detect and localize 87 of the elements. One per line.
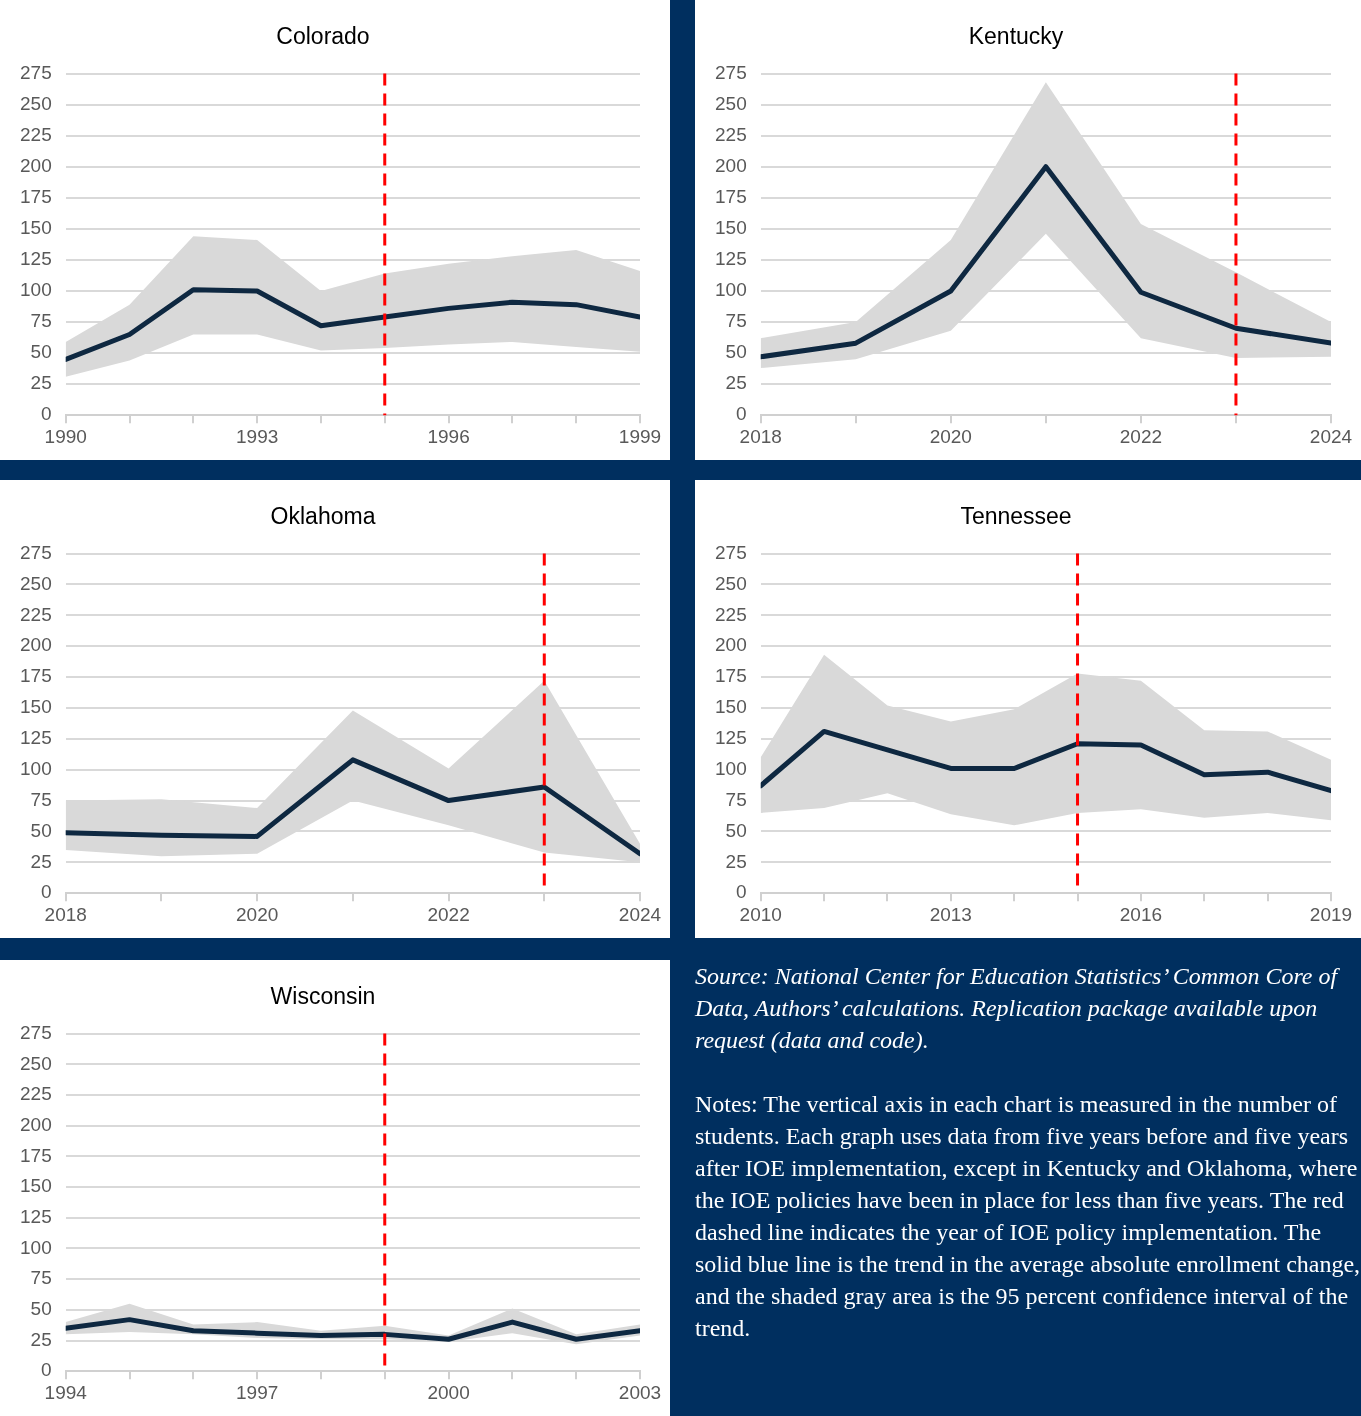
y-tick-label: 125 — [715, 727, 747, 749]
x-tick-label: 2024 — [618, 903, 662, 925]
y-tick-label: 100 — [20, 279, 52, 301]
x-tick-label: 1997 — [235, 1381, 279, 1403]
y-tick-label: 250 — [715, 572, 747, 594]
y-tick-label: 225 — [20, 603, 52, 625]
y-tick-label: 225 — [20, 1083, 52, 1105]
chart-title: Colorado — [276, 23, 370, 50]
x-tick-label: 2013 — [929, 903, 972, 925]
y-tick-label: 125 — [20, 1205, 52, 1227]
y-tick-label: 275 — [715, 541, 747, 563]
y-tick-label: 25 — [30, 1328, 52, 1350]
y-tick-label: 50 — [30, 819, 52, 841]
y-tick-label: 275 — [20, 61, 52, 83]
y-tick-label: 100 — [715, 279, 747, 301]
y-tick-label: 75 — [30, 310, 52, 332]
y-tick-label: 250 — [20, 572, 52, 594]
y-tick-label: 75 — [725, 310, 747, 332]
text: Notes: The vertical axis in each chart is measured in the number of students. Each graph uses data from five years before and five years after IOE implementation, except in Kentucky and Oklahoma, where the IOE policies have been in place for less than five years. The red dashed line indicates the year of IOE policy implementation. The solid blue line is the trend in the average absolute enrollment change, and the shaded gray area is the 95 percent confidence interval of the trend. — [695, 1090, 1361, 1343]
source-note: Source: National Center for Education Statistics’ Common Core of Data, Authors’ calculations. Replication package available upon request (data and code). — [695, 962, 1341, 1055]
chart-title: Wisconsin — [270, 983, 376, 1010]
y-tick-label: 150 — [20, 217, 52, 239]
y-tick-label: 0 — [41, 1359, 52, 1381]
x-tick-label: 2003 — [618, 1381, 662, 1403]
y-tick-label: 200 — [715, 634, 747, 656]
y-tick-label: 125 — [715, 248, 747, 270]
y-tick-label: 225 — [715, 603, 747, 625]
y-tick-label: 250 — [715, 92, 747, 114]
y-tick-label: 100 — [715, 757, 747, 779]
y-tick-label: 225 — [20, 123, 52, 145]
y-tick-label: 200 — [20, 155, 52, 176]
x-tick-label: 1990 — [44, 425, 87, 447]
x-tick-label: 2019 — [1309, 903, 1353, 925]
y-tick-label: 275 — [20, 1021, 52, 1043]
y-tick-label: 25 — [725, 850, 747, 872]
y-tick-label: 25 — [725, 372, 747, 394]
x-tick-label: 2024 — [1309, 425, 1353, 447]
y-tick-label: 0 — [41, 881, 52, 903]
y-tick-label: 75 — [30, 788, 52, 810]
y-tick-label: 0 — [736, 403, 747, 425]
y-tick-label: 100 — [20, 1236, 52, 1258]
y-tick-label: 150 — [20, 1175, 52, 1197]
x-tick-label: 2018 — [44, 903, 87, 925]
x-tick-label: 1994 — [44, 1381, 88, 1403]
x-tick-label: 1996 — [427, 425, 470, 447]
x-tick-label: 2000 — [427, 1381, 470, 1403]
y-tick-label: 175 — [715, 665, 747, 687]
y-tick-label: 175 — [20, 665, 52, 687]
y-tick-label: 175 — [20, 1144, 52, 1166]
chart-title: Oklahoma — [270, 503, 376, 530]
y-tick-label: 125 — [20, 727, 52, 749]
y-tick-label: 200 — [715, 155, 747, 176]
y-tick-label: 275 — [715, 61, 747, 83]
chart-title: Kentucky — [968, 23, 1064, 50]
y-tick-label: 125 — [20, 248, 52, 270]
y-tick-label: 0 — [736, 881, 747, 903]
x-tick-label: 2022 — [1119, 425, 1163, 447]
y-tick-label: 75 — [725, 788, 747, 810]
x-tick-label: 1993 — [235, 425, 279, 447]
x-tick-label: 2020 — [235, 903, 279, 925]
chart-title: Tennessee — [960, 503, 1072, 530]
y-tick-label: 50 — [30, 1298, 52, 1320]
x-tick-label: 1999 — [618, 425, 662, 447]
x-tick-label: 2020 — [929, 425, 972, 447]
y-tick-label: 275 — [20, 541, 52, 563]
y-tick-label: 25 — [30, 850, 52, 872]
y-tick-label: 250 — [20, 1052, 52, 1074]
x-tick-label: 2010 — [739, 903, 782, 925]
y-tick-label: 200 — [20, 634, 52, 656]
y-tick-label: 0 — [41, 403, 52, 425]
y-tick-label: 75 — [30, 1267, 52, 1289]
y-tick-label: 100 — [20, 757, 52, 779]
y-tick-label: 175 — [715, 186, 747, 208]
y-tick-label: 50 — [725, 341, 747, 363]
y-tick-label: 200 — [20, 1113, 52, 1135]
y-tick-label: 50 — [725, 819, 747, 841]
x-tick-label: 2016 — [1119, 903, 1163, 925]
y-tick-label: 175 — [20, 186, 52, 208]
y-tick-label: 225 — [715, 123, 747, 145]
y-tick-label: 150 — [715, 696, 747, 718]
y-tick-label: 250 — [20, 92, 52, 114]
y-tick-label: 150 — [20, 696, 52, 718]
y-tick-label: 50 — [30, 341, 52, 363]
x-tick-label: 2018 — [739, 425, 782, 447]
x-tick-label: 2022 — [427, 903, 470, 925]
y-tick-label: 150 — [715, 217, 747, 239]
y-tick-label: 25 — [30, 372, 52, 394]
